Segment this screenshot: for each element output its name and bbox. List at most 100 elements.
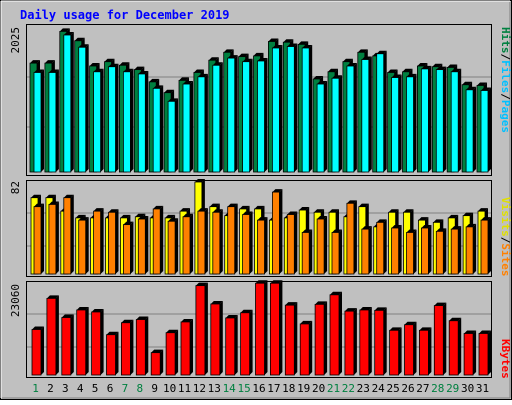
bar-files-face xyxy=(301,47,310,173)
bar-files xyxy=(435,66,447,173)
bar-sites xyxy=(33,203,44,275)
bar-files xyxy=(361,56,372,173)
bar-kbytes-side xyxy=(353,308,357,375)
bar-kbytes-side xyxy=(398,327,402,375)
bar-files-face xyxy=(227,57,236,173)
bar-files-top xyxy=(346,63,357,67)
bar-kbytes-side xyxy=(41,326,44,375)
bar-kbytes-side xyxy=(339,291,342,375)
bar-kbytes-face xyxy=(31,329,42,376)
bar-sites-top xyxy=(78,217,89,221)
bar-kbytes-face xyxy=(150,352,161,376)
bar-sites-side xyxy=(249,211,253,274)
bar-sites-top xyxy=(287,211,298,215)
bar-kbytes xyxy=(76,306,89,376)
bar-kbytes xyxy=(210,300,223,376)
bar-visits-top xyxy=(418,217,429,221)
x-tick-label: 7 xyxy=(122,382,129,395)
bar-kbytes-side xyxy=(234,314,238,375)
x-tick-label: 5 xyxy=(92,382,99,395)
bar-files-side xyxy=(279,44,283,172)
bar-kbytes-face xyxy=(299,323,310,376)
bar-sites-side xyxy=(443,228,447,274)
bar-sites-side xyxy=(368,226,372,274)
bar-sites xyxy=(301,229,313,275)
bar-kbytes xyxy=(299,320,313,376)
bar-kbytes-face xyxy=(433,305,444,376)
bar-kbytes-side xyxy=(368,306,372,375)
bar-files-top xyxy=(436,66,447,70)
legend-kbytes: KBytes xyxy=(499,339,512,379)
bar-sites xyxy=(152,205,164,275)
bar-files-side xyxy=(85,44,89,172)
bar-sites-face xyxy=(152,208,161,275)
bar-files-side xyxy=(145,70,149,172)
bar-kbytes xyxy=(225,314,238,376)
bar-files-side xyxy=(473,86,477,172)
x-tick-label: 14 xyxy=(223,382,237,395)
bar-kbytes-face xyxy=(329,294,340,376)
x-tick-label: 22 xyxy=(342,382,355,395)
bar-sites xyxy=(420,225,432,275)
y-max-label-top: 2025 xyxy=(9,27,22,54)
bar-files-face xyxy=(78,46,87,173)
x-tick-label: 15 xyxy=(237,382,250,395)
bar-files-face xyxy=(152,87,161,173)
bar-sites-top xyxy=(257,217,268,221)
bar-kbytes-top xyxy=(32,326,44,330)
bar-sites-side xyxy=(383,219,387,274)
bar-files-top xyxy=(272,44,283,48)
bar-files-face xyxy=(242,61,251,173)
y-max-label-mid: 82 xyxy=(9,181,22,194)
bar-files-top xyxy=(391,74,402,78)
bar-visits-top xyxy=(299,207,310,211)
bar-files-face xyxy=(406,76,414,173)
bar-files-top xyxy=(212,62,223,66)
bar-sites-side xyxy=(398,225,402,274)
bar-kbytes xyxy=(195,282,208,376)
bar-kbytes xyxy=(329,291,342,376)
bar-sites-side xyxy=(175,218,179,274)
bar-files-top xyxy=(451,68,462,72)
bar-files-face xyxy=(108,66,116,173)
bar-hits-top xyxy=(179,77,189,81)
bar-files-face xyxy=(182,83,191,173)
bar-kbytes-top xyxy=(359,306,372,310)
bar-kbytes xyxy=(463,330,477,376)
bar-files-face xyxy=(33,72,42,173)
x-tick-label: 24 xyxy=(372,382,386,395)
bar-sites-side xyxy=(219,209,223,274)
bar-sites-face xyxy=(450,228,459,275)
bar-files-side xyxy=(339,75,342,172)
bar-kbytes xyxy=(359,306,372,376)
bar-sites-top xyxy=(34,203,44,207)
bar-sites-side xyxy=(100,208,104,274)
bar-visits-top xyxy=(478,208,488,212)
bar-files-top xyxy=(78,44,89,48)
bar-kbytes-face xyxy=(478,333,489,376)
bar-hits-top xyxy=(417,63,428,67)
bar-kbytes-face xyxy=(418,329,429,376)
bar-kbytes xyxy=(255,280,268,376)
bar-kbytes-side xyxy=(115,331,119,375)
bar-files-top xyxy=(63,32,74,36)
x-tick-label: 31 xyxy=(476,382,489,395)
bar-files xyxy=(167,98,179,173)
bar-files-side xyxy=(190,81,193,172)
bar-kbytes xyxy=(284,302,298,376)
bar-sites xyxy=(48,201,59,275)
legend-mid: Visits/Sites xyxy=(499,197,512,277)
bar-hits-top xyxy=(223,49,234,53)
bar-hits-top xyxy=(357,49,368,53)
bar-sites-face xyxy=(93,210,101,275)
bar-sites-face xyxy=(376,221,385,275)
bar-files-top xyxy=(421,65,432,69)
bar-kbytes-top xyxy=(404,321,417,325)
x-tick-label: 26 xyxy=(401,382,414,395)
x-tick-label: 13 xyxy=(208,382,221,395)
legend-files: Files xyxy=(499,60,512,93)
bar-kbytes-side xyxy=(190,318,193,375)
bar-kbytes xyxy=(121,319,134,376)
bar-kbytes-top xyxy=(195,282,208,286)
bar-sites-top xyxy=(436,228,447,232)
